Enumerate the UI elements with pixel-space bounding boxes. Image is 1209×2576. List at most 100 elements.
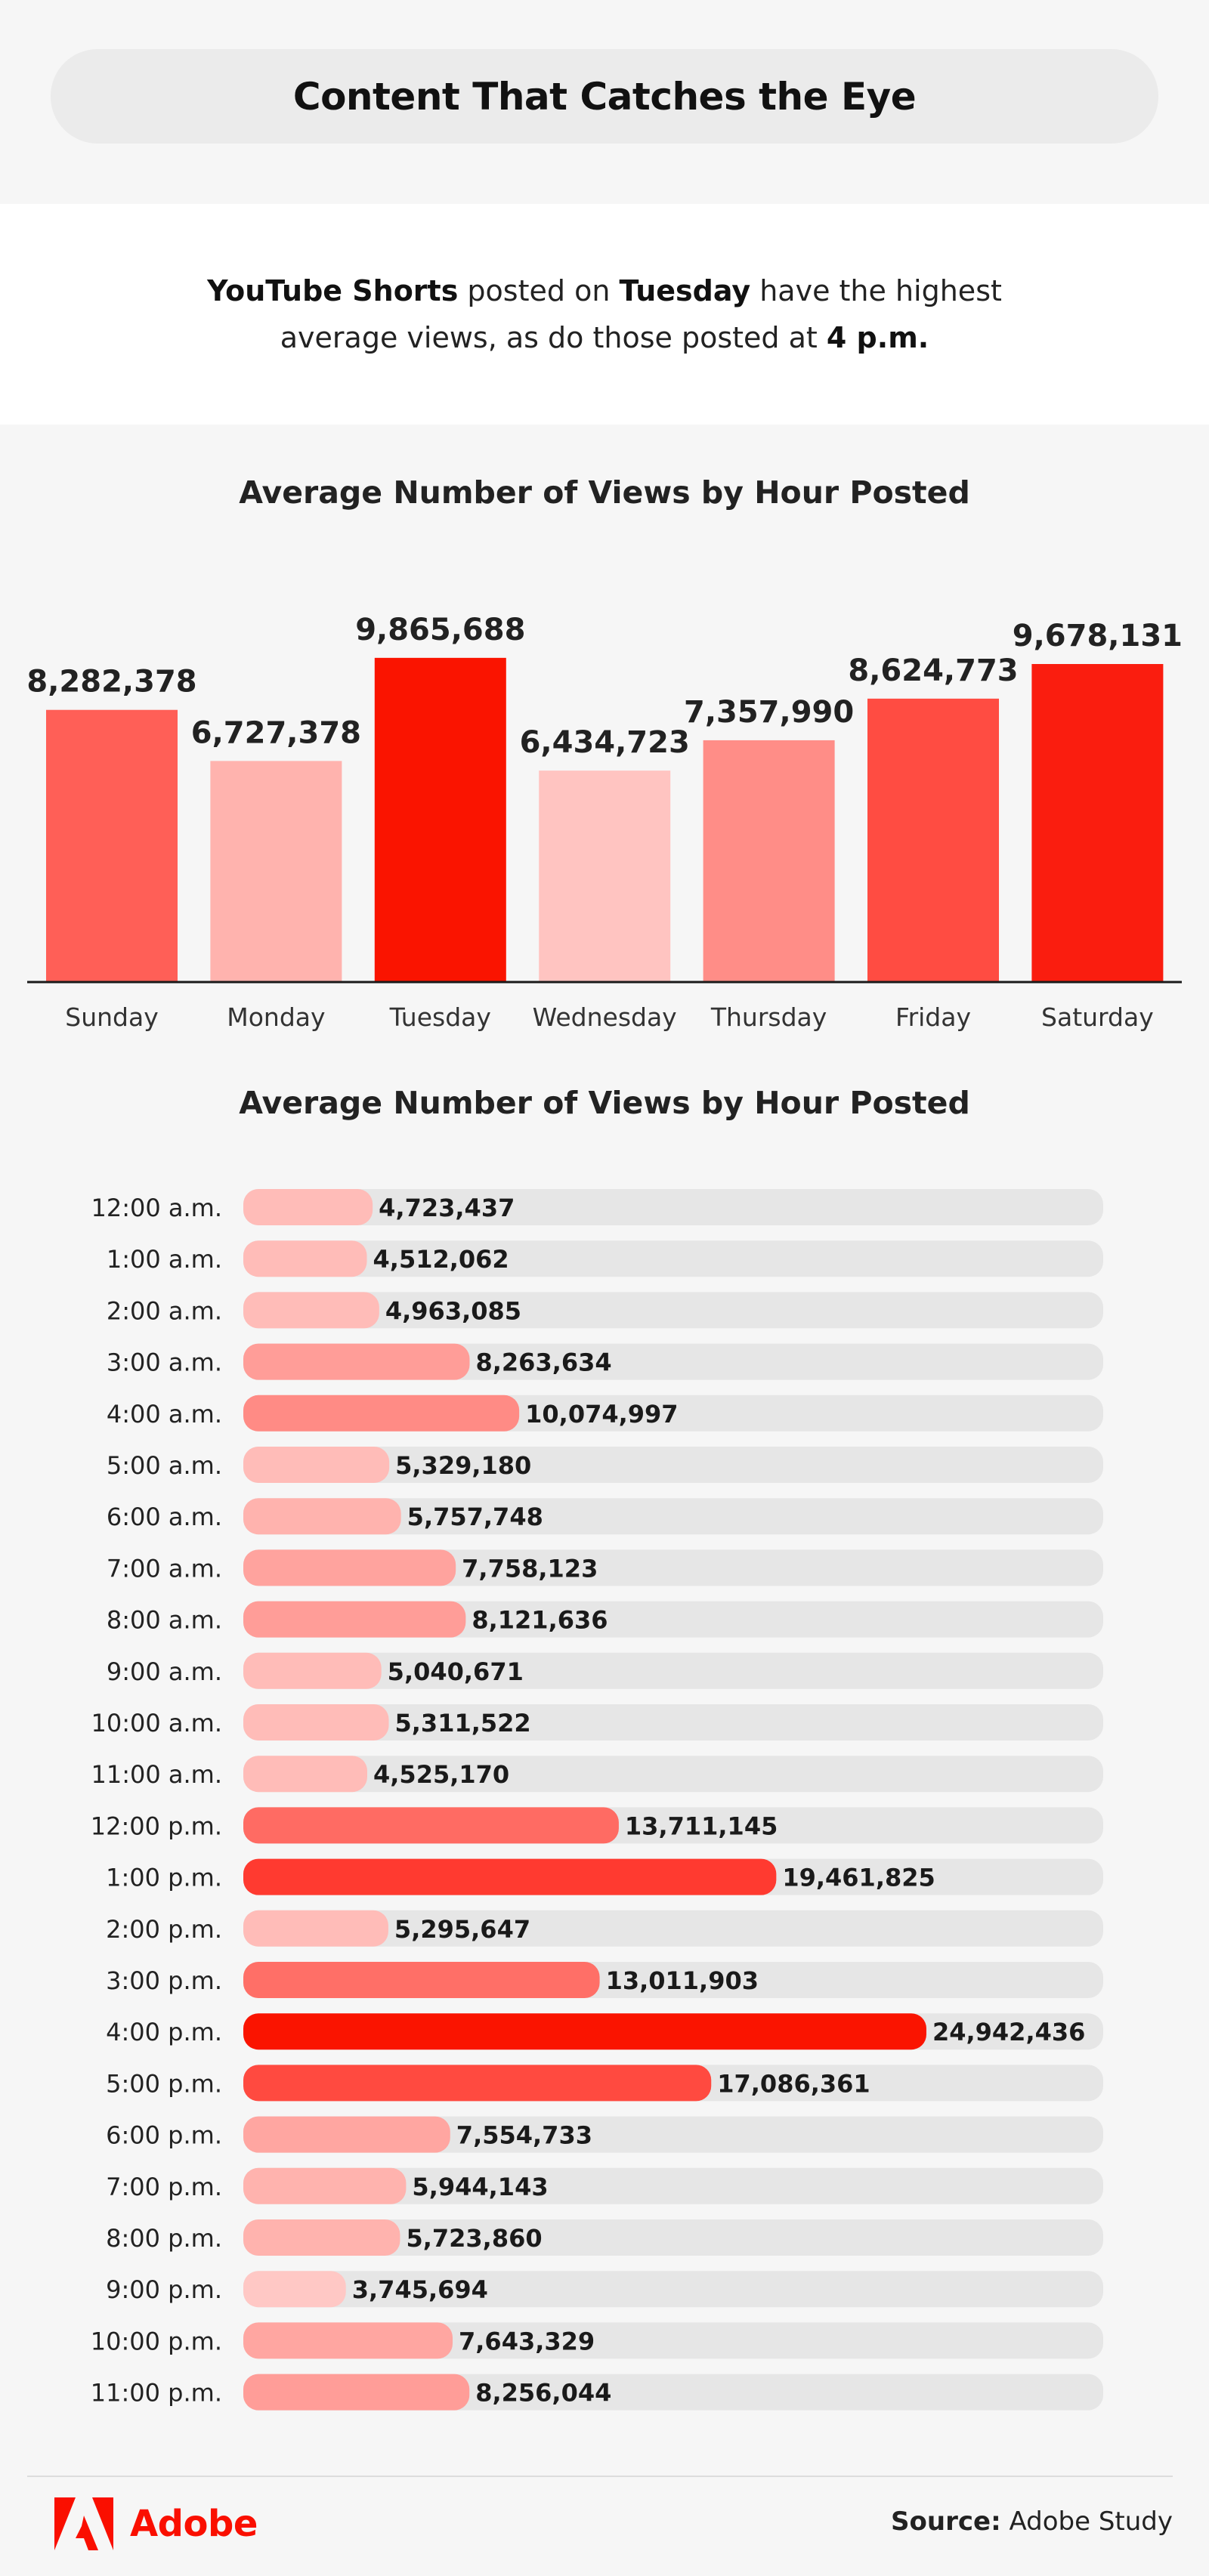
hour-bar-track — [243, 1756, 1103, 1793]
day-value-label: 8,624,773 — [848, 653, 1018, 688]
hour-bar — [243, 1189, 373, 1225]
day-bar-wednesday — [539, 771, 671, 982]
hour-bar-track — [243, 2116, 1103, 2153]
hour-bar — [243, 2271, 346, 2308]
day-bar-saturday — [1031, 664, 1164, 982]
hour-bar-track — [243, 1704, 1103, 1740]
hour-category-label: 3:00 p.m. — [106, 1966, 222, 1995]
day-bar-sunday — [46, 709, 178, 982]
hour-category-label: 5:00 a.m. — [107, 1451, 222, 1480]
hour-bar-track — [243, 1910, 1103, 1947]
hour-value-label: 7,758,123 — [462, 1554, 598, 1583]
intro-panel: YouTube Shorts posted on Tuesday have th… — [0, 204, 1209, 425]
source-label: Source: — [891, 2507, 1001, 2537]
hour-value-label: 5,311,522 — [395, 1709, 531, 1737]
day-category-label: Tuesday — [389, 1002, 491, 1032]
day-category-label: Wednesday — [533, 1002, 677, 1032]
hour-value-label: 4,963,085 — [385, 1296, 521, 1325]
hour-value-label: 10,074,997 — [525, 1400, 678, 1429]
hour-value-label: 4,512,062 — [373, 1245, 509, 1274]
day-bar-chart: 8,282,378 Sunday 6,727,378 Monday 9,865,688 T… — [26, 613, 1183, 1032]
hour-category-label: 5:00 p.m. — [106, 2069, 222, 2098]
hour-bar-track — [243, 2167, 1103, 2204]
hour-bar — [243, 1292, 379, 1329]
source-value: Adobe Study — [1000, 2507, 1173, 2537]
day-category-label: Monday — [227, 1002, 325, 1032]
day-bar-friday — [867, 698, 999, 982]
hour-bar — [243, 1652, 382, 1689]
intro-text: YouTube Shorts posted on Tuesday have th… — [170, 267, 1039, 361]
hour-bar — [243, 1343, 470, 1380]
hour-value-label: 7,643,329 — [459, 2327, 595, 2355]
hour-bar — [243, 1704, 389, 1740]
hour-bar — [243, 1240, 367, 1277]
hour-value-label: 5,295,647 — [394, 1915, 530, 1944]
day-category-label: Thursday — [710, 1002, 827, 1032]
hour-category-label: 8:00 a.m. — [107, 1606, 222, 1635]
hour-value-label: 8,256,044 — [475, 2379, 611, 2408]
hour-bar — [243, 2167, 407, 2204]
day-value-label: 9,678,131 — [1013, 619, 1183, 653]
hour-value-label: 5,944,143 — [412, 2173, 548, 2201]
hour-bar-track — [243, 1292, 1103, 1329]
hour-value-label: 5,329,180 — [395, 1451, 531, 1480]
hour-category-label: 11:00 p.m. — [91, 2379, 222, 2408]
day-chart-title: Average Number of Views by Hour Posted — [239, 474, 970, 511]
hour-value-label: 5,723,860 — [406, 2224, 542, 2253]
hour-value-label: 5,757,748 — [407, 1503, 543, 1531]
hour-value-label: 13,011,903 — [606, 1966, 759, 1995]
header-band: Content That Catches the Eye — [0, 0, 1209, 204]
day-value-label: 7,357,990 — [684, 695, 854, 730]
intro-bold-day: Tuesday — [619, 274, 751, 307]
day-value-label: 6,727,378 — [191, 715, 361, 750]
hour-bar — [243, 1756, 368, 1793]
hour-category-label: 10:00 p.m. — [91, 2327, 222, 2355]
day-category-label: Sunday — [65, 1002, 158, 1032]
hour-bar — [243, 1601, 466, 1638]
hour-bar-track — [243, 2322, 1103, 2359]
hour-bar — [243, 1858, 777, 1895]
hour-category-label: 1:00 p.m. — [106, 1864, 222, 1892]
footer-divider — [27, 2476, 1173, 2477]
hour-category-label: 2:00 a.m. — [107, 1296, 222, 1325]
hour-category-label: 3:00 a.m. — [107, 1348, 222, 1377]
day-value-label: 6,434,723 — [520, 725, 690, 760]
source-note: Source: Adobe Study — [891, 2507, 1173, 2537]
hour-category-label: 9:00 p.m. — [106, 2275, 222, 2304]
hour-category-label: 7:00 a.m. — [107, 1554, 222, 1583]
hour-value-label: 4,525,170 — [373, 1760, 509, 1789]
hour-value-label: 3,745,694 — [352, 2275, 488, 2304]
hour-bar — [243, 1962, 600, 1998]
hour-bar — [243, 1447, 390, 1483]
hour-bar — [243, 2065, 712, 2102]
page-title: Content That Catches the Eye — [51, 49, 1158, 144]
hour-bar-track — [243, 1240, 1103, 1277]
hour-value-label: 7,554,733 — [456, 2121, 592, 2150]
hour-bar-track — [243, 1498, 1103, 1535]
hour-category-label: 10:00 a.m. — [91, 1709, 222, 1737]
intro-text-2: have the highest average views, as do th… — [280, 274, 1002, 354]
hour-bar — [243, 2322, 453, 2359]
hour-category-label: 8:00 p.m. — [106, 2224, 222, 2253]
hour-bar-track — [243, 1652, 1103, 1689]
hour-bar — [243, 1807, 619, 1844]
hour-category-label: 4:00 a.m. — [107, 1400, 222, 1429]
hour-value-label: 8,121,636 — [472, 1606, 608, 1635]
day-value-label: 8,282,378 — [26, 665, 196, 700]
hour-category-label: 6:00 p.m. — [106, 2121, 222, 2150]
hour-bar-chart: 12:00 a.m. 4,723,437 1:00 a.m. 4,512,062 2:0… — [91, 1189, 1103, 2411]
hour-bar — [243, 1395, 520, 1432]
hour-value-label: 19,461,825 — [782, 1864, 935, 1892]
adobe-logo[interactable]: Adobe — [54, 2497, 258, 2550]
hour-category-label: 11:00 a.m. — [91, 1760, 222, 1789]
hour-value-label: 8,263,634 — [475, 1348, 611, 1377]
hour-bar — [243, 2116, 450, 2153]
hour-bar-track — [243, 2219, 1103, 2256]
hour-category-label: 1:00 a.m. — [107, 1245, 222, 1274]
hour-bar — [243, 2219, 400, 2256]
hour-bar-track — [243, 1189, 1103, 1225]
hour-chart-title: Average Number of Views by Hour Posted — [239, 1085, 970, 1121]
hour-bar — [243, 1910, 388, 1947]
hour-bar — [243, 1549, 456, 1586]
hour-category-label: 9:00 a.m. — [107, 1657, 222, 1686]
